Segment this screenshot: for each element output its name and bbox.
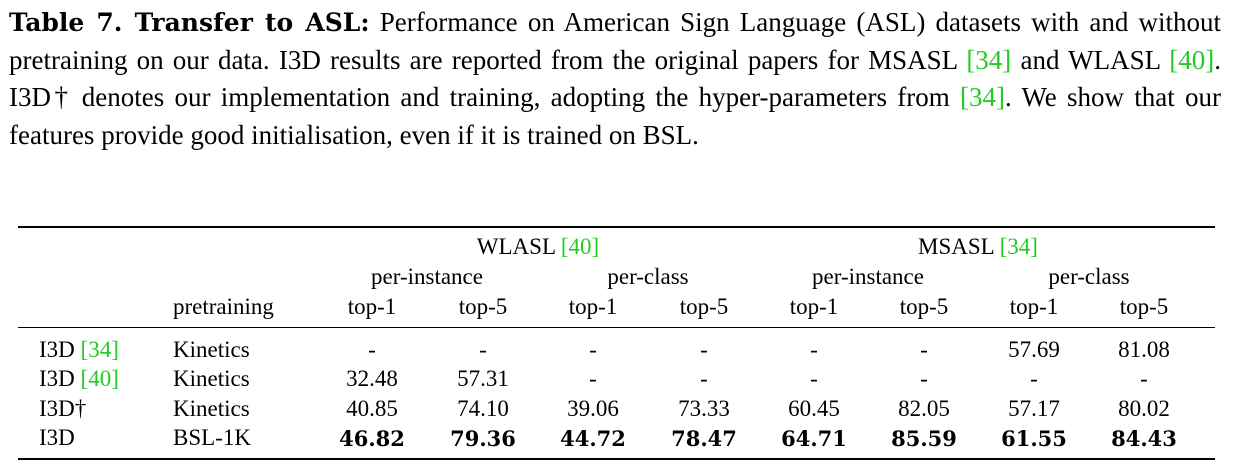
table-cell: - [1140,366,1148,391]
pretraining-header: pretraining [173,294,274,319]
model-name: I3D [40] [39,366,119,391]
group-header-wlasl: WLASL [40] [476,234,600,259]
citation-link[interactable]: [40] [1169,44,1215,75]
table-cell: 84.43 [1111,426,1177,451]
subgroup-header: per-class [1048,264,1130,289]
table-caption: Table 7. Transfer to ASL: Performance on… [9,4,1221,154]
table-cell: 79.36 [450,426,516,451]
metric-header: top-1 [1009,294,1059,319]
table-mid-rule [18,327,1215,328]
table-cell: 85.59 [891,426,957,451]
citation-link[interactable]: [34] [959,82,1005,112]
table-cell: 80.02 [1118,396,1170,421]
metric-header: top-1 [568,294,618,319]
table-top-rule [18,226,1215,228]
table-cell: 61.55 [1001,426,1067,451]
pretraining-cell: Kinetics [173,366,250,391]
metric-header: top-5 [899,294,949,319]
table-cell: 73.33 [678,396,730,421]
caption-text-2: and WLASL [1011,44,1170,75]
pretraining-cell: BSL-1K [173,425,251,450]
caption-text-3: . I3D† denotes our implementation and tr… [9,44,1222,113]
table-cell: 46.82 [339,426,405,451]
table-cell: - [920,337,928,362]
table-cell: - [810,366,818,391]
table-cell: - [700,366,708,391]
table-cell: 32.48 [346,366,398,391]
subgroup-header: per-instance [812,264,924,289]
pretraining-cell: Kinetics [173,396,250,421]
table-cell: 78.47 [671,426,737,451]
table-bottom-rule [18,458,1215,460]
citation-link[interactable]: [40] [560,234,600,259]
table-cell: 57.17 [1008,396,1060,421]
table-cell: 82.05 [898,396,950,421]
table-cell: - [700,337,708,362]
metric-header: top-5 [458,294,508,319]
table-cell: 57.69 [1008,337,1060,362]
caption-text-4: . We show that our features provide good… [9,82,1221,150]
metric-header: top-1 [347,294,397,319]
table-cell: 39.06 [567,396,619,421]
citation-link[interactable]: [40] [80,366,119,391]
table-cell: - [589,337,597,362]
table-cell: 74.10 [457,396,509,421]
model-name: I3D† [39,396,87,421]
subgroup-header: per-instance [371,264,483,289]
subgroup-header: per-class [607,264,689,289]
table-cell: 44.72 [560,426,626,451]
group-header-msasl: MSASL [34] [918,234,1038,259]
table-cell: 60.45 [788,396,840,421]
table-cell: - [920,366,928,391]
table-cell: 81.08 [1118,337,1170,362]
metric-header: top-5 [679,294,729,319]
caption-text-1: Performance on American Sign Language (A… [9,7,1221,75]
table-cell: - [1030,366,1038,391]
caption-label: Table 7. Transfer to ASL: [9,8,370,37]
table-cell: 40.85 [346,396,398,421]
citation-link[interactable]: [34] [966,44,1012,75]
metric-header: top-1 [789,294,839,319]
table-cell: - [589,366,597,391]
citation-link[interactable]: [34] [999,234,1038,259]
table-cell: 57.31 [457,366,509,391]
table-cell: - [479,337,487,362]
table-cell: - [368,337,376,362]
table-cell: 64.71 [781,426,847,451]
table-cell: - [810,337,818,362]
citation-link[interactable]: [34] [80,337,119,362]
pretraining-cell: Kinetics [173,337,250,362]
model-name: I3D [39,425,75,450]
model-name: I3D [34] [39,337,119,362]
metric-header: top-5 [1119,294,1169,319]
